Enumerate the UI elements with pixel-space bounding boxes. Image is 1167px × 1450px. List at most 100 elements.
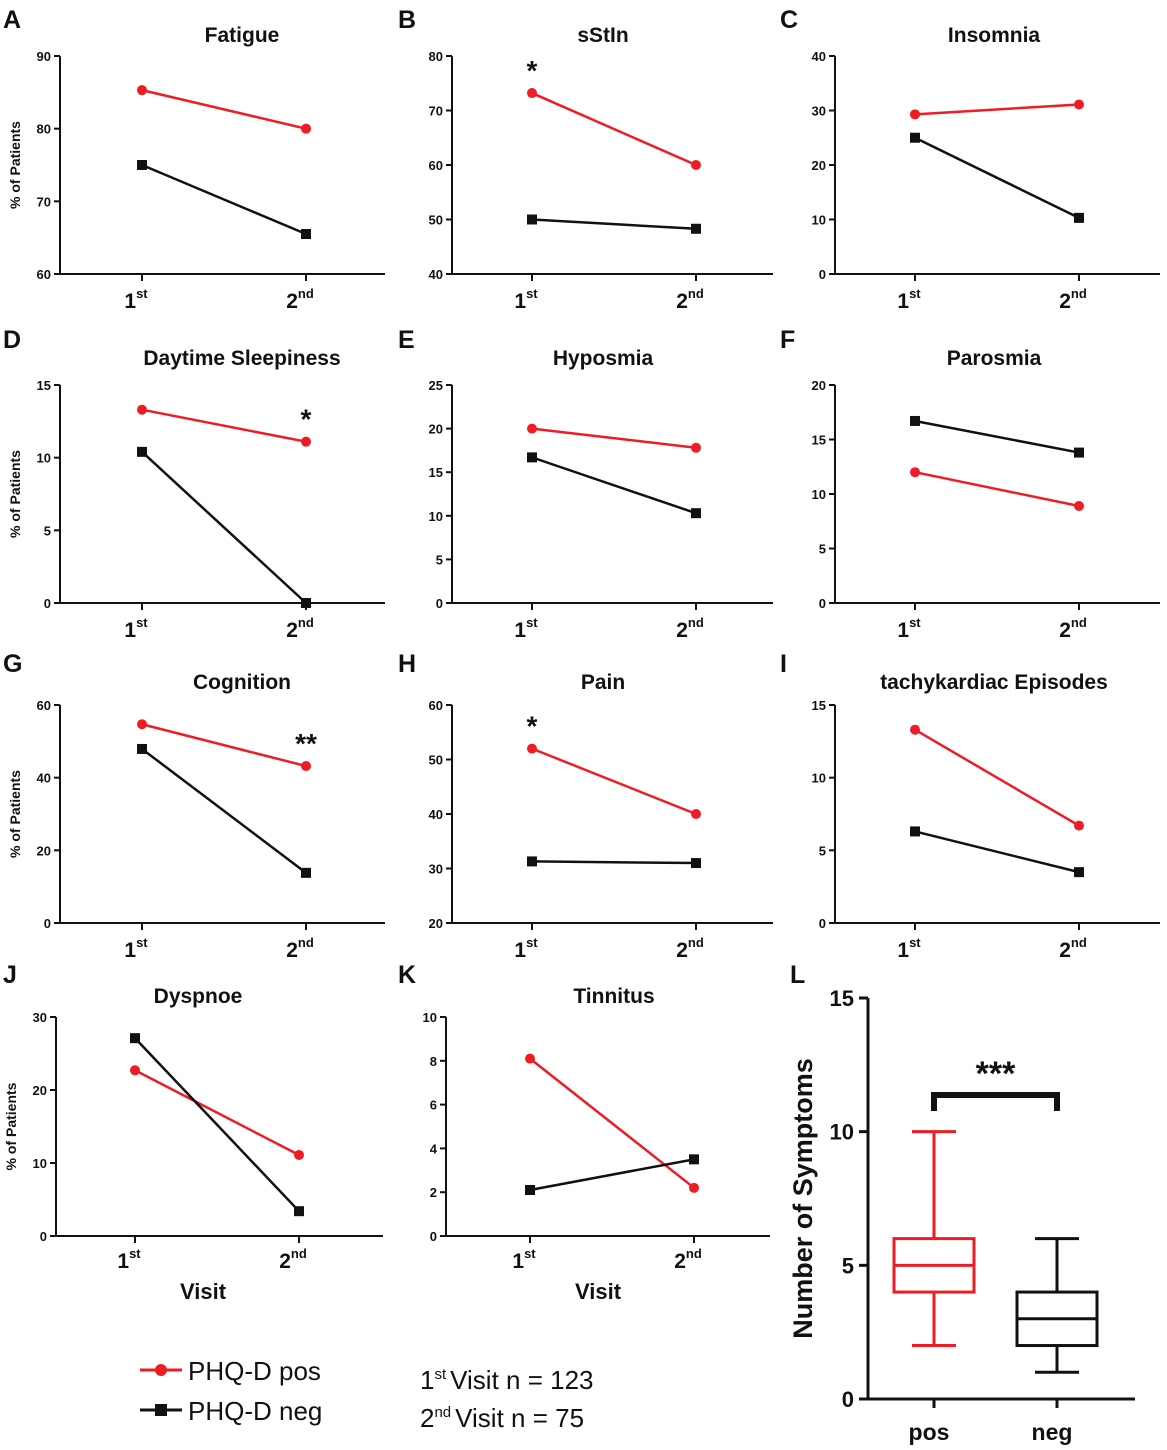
y-tick-label-l: 10 — [830, 1120, 854, 1145]
data-point-pos-d — [301, 437, 311, 447]
x-tick-number: 2 — [286, 619, 298, 642]
x-tick-number: 2 — [676, 619, 688, 642]
panel-k: KTinnitus02468101st2ndVisit — [398, 961, 770, 1304]
x-tick-superscript: st — [129, 1246, 141, 1261]
data-point-pos-b — [527, 88, 537, 98]
y-tick-label-i: 10 — [812, 771, 826, 786]
y-tick-label-d: 5 — [44, 523, 51, 538]
legend-neg-label: PHQ-D neg — [188, 1396, 322, 1426]
x-tick-label-c: 1st — [897, 286, 921, 313]
series-line-pos-d — [142, 410, 306, 442]
data-point-pos-g — [301, 761, 311, 771]
y-tick-label-b: 60 — [429, 158, 443, 173]
x-tick-number: 2 — [674, 1250, 686, 1273]
y-tick-label-c: 20 — [812, 158, 826, 173]
panel-title-j: Dyspnoe — [154, 985, 243, 1008]
panel-title-c: Insomnia — [948, 24, 1041, 47]
y-tick-label-b: 50 — [429, 213, 443, 228]
data-point-neg-a — [137, 160, 147, 170]
visit2-count: 2ndVisit n = 75 — [420, 1403, 584, 1433]
y-tick-label-g: 40 — [37, 771, 51, 786]
data-point-pos-c — [1074, 100, 1084, 110]
x-tick-superscript: st — [526, 615, 538, 630]
y-tick-label-b: 40 — [429, 267, 443, 282]
data-point-pos-i — [1074, 821, 1084, 831]
x-tick-label-j: 2nd — [279, 1246, 307, 1273]
series-line-neg-a — [142, 165, 306, 234]
data-point-neg-b — [691, 224, 701, 234]
legend-neg-marker — [155, 1404, 167, 1416]
panel-i: Itachykardiac Episodes0510151st2nd — [780, 650, 1160, 962]
y-tick-label-e: 25 — [429, 378, 443, 393]
data-point-pos-e — [527, 424, 537, 434]
series-line-pos-k — [530, 1059, 694, 1188]
panel-letter-d: D — [3, 326, 21, 354]
series-line-neg-k — [530, 1159, 694, 1190]
x-tick-superscript: nd — [688, 935, 704, 950]
panel-title-i: tachykardiac Episodes — [880, 671, 1108, 694]
y-tick-label-h: 40 — [429, 807, 443, 822]
visit2-text: Visit n = 75 — [455, 1403, 584, 1433]
x-tick-superscript: st — [909, 615, 921, 630]
x-tick-superscript: st — [136, 615, 148, 630]
series-line-pos-g — [142, 724, 306, 766]
visit-counts: 1stVisit n = 123 2ndVisit n = 75 — [420, 1365, 593, 1433]
x-tick-label-e: 1st — [514, 615, 538, 642]
x-tick-superscript: nd — [1071, 286, 1087, 301]
panel-h: HPain20304050601st2nd* — [398, 650, 773, 962]
data-point-pos-j — [294, 1150, 304, 1160]
y-tick-label-h: 30 — [429, 862, 443, 877]
y-tick-label-h: 20 — [429, 916, 443, 931]
y-tick-label-k: 4 — [430, 1141, 438, 1156]
data-point-neg-b — [527, 215, 537, 225]
x-axis-label-k: Visit — [575, 1279, 622, 1304]
x-tick-label-i: 2nd — [1059, 935, 1087, 962]
x-tick-number: 1 — [514, 939, 526, 962]
y-axis-label-a: % of Patients — [7, 121, 23, 209]
y-tick-label-e: 5 — [436, 552, 443, 567]
data-point-pos-a — [301, 124, 311, 134]
line-panels: AFatigue607080901st2nd% of PatientsBsStI… — [3, 6, 1160, 1304]
panel-letter-h: H — [398, 650, 416, 678]
data-point-pos-j — [130, 1065, 140, 1075]
x-tick-label-a: 1st — [124, 286, 148, 313]
x-tick-label-i: 1st — [897, 935, 921, 962]
series-line-pos-c — [915, 105, 1079, 115]
y-tick-label-l: 15 — [830, 986, 854, 1011]
x-tick-label-f: 1st — [897, 615, 921, 642]
x-tick-number: 2 — [286, 939, 298, 962]
significance-marker-b: * — [527, 55, 538, 86]
y-tick-label-l: 5 — [842, 1253, 854, 1278]
visit2-number: 2 — [420, 1403, 434, 1433]
data-point-neg-e — [691, 508, 701, 518]
x-tick-superscript: st — [909, 935, 921, 950]
series-line-pos-i — [915, 730, 1079, 826]
x-tick-label-g: 2nd — [286, 935, 314, 962]
panel-letter-k: K — [398, 961, 416, 989]
box-panel-l: L051015Number of Symptomsposneg*** — [788, 961, 1135, 1445]
y-axis-label-l: Number of Symptoms — [788, 1058, 818, 1339]
series-line-pos-b — [532, 93, 696, 165]
y-tick-label-k: 2 — [430, 1185, 437, 1200]
x-tick-number: 1 — [514, 290, 526, 313]
data-point-neg-i — [1074, 867, 1084, 877]
x-tick-number: 2 — [286, 290, 298, 313]
y-tick-label-j: 20 — [33, 1083, 47, 1098]
panel-letter-b: B — [398, 6, 416, 34]
x-tick-superscript: nd — [688, 286, 704, 301]
panel-title-b: sStIn — [577, 24, 628, 47]
panel-letter-a: A — [3, 6, 21, 34]
y-tick-label-c: 10 — [812, 213, 826, 228]
y-tick-label-f: 0 — [819, 596, 826, 611]
y-tick-label-g: 20 — [37, 843, 51, 858]
series-line-pos-h — [532, 749, 696, 814]
x-tick-label-h: 2nd — [676, 935, 704, 962]
x-tick-superscript: nd — [1071, 615, 1087, 630]
data-point-neg-f — [1074, 448, 1084, 458]
y-tick-label-b: 70 — [429, 104, 443, 119]
x-tick-number: 1 — [117, 1250, 129, 1273]
data-point-neg-j — [130, 1033, 140, 1043]
panel-f: FParosmia051015201st2nd — [780, 326, 1160, 642]
x-tick-superscript: st — [526, 286, 538, 301]
x-tick-number: 2 — [1059, 939, 1071, 962]
